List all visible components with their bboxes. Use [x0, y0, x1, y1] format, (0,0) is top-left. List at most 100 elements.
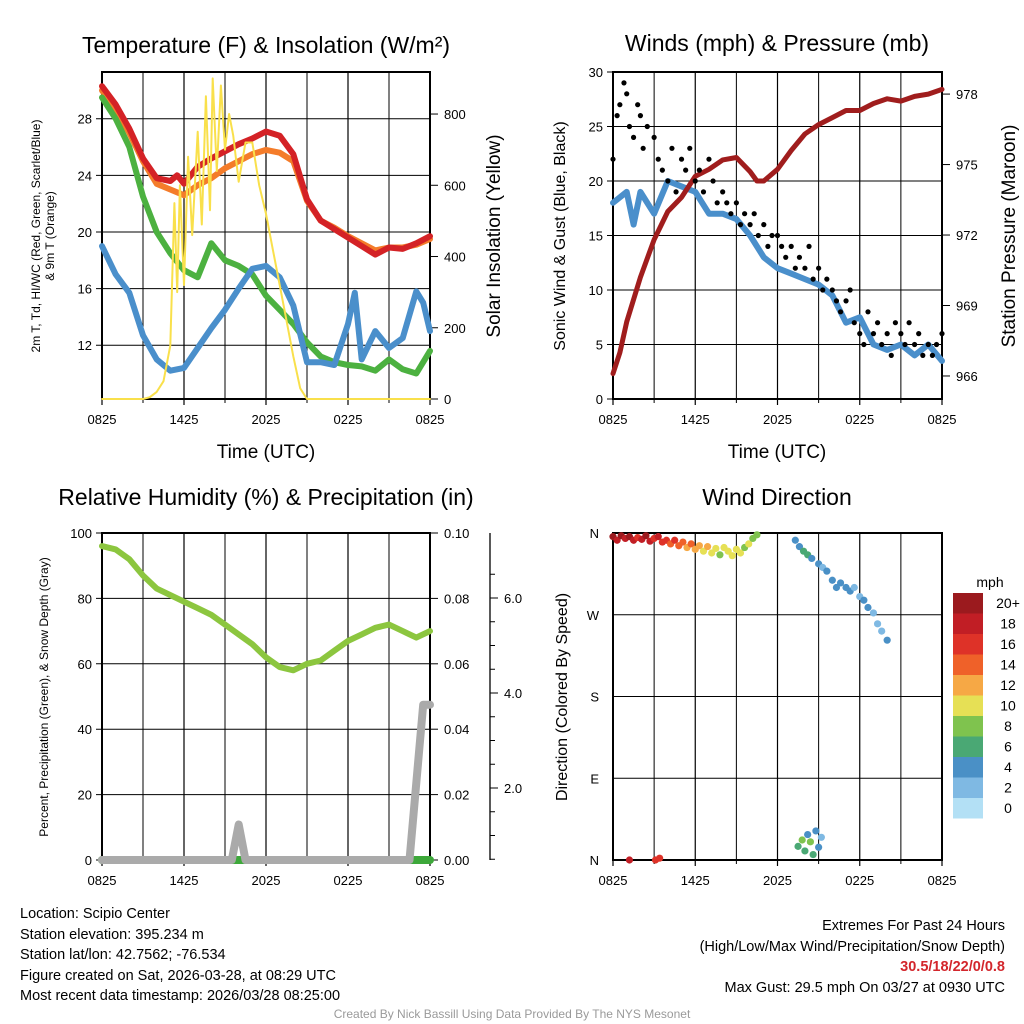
wind-direction-point: [883, 636, 891, 644]
y-tick-label: 40: [78, 722, 92, 737]
legend-label: 8: [1004, 718, 1012, 734]
grid: [607, 71, 950, 405]
y-tick-label: 100: [70, 526, 92, 541]
y2-tick-label: 0: [444, 392, 451, 407]
gust-point: [898, 331, 904, 337]
wind-direction-point: [806, 838, 815, 846]
x-tick-label: 0825: [928, 873, 957, 888]
gust-point: [710, 178, 716, 184]
x-tick-label: 2025: [763, 412, 792, 427]
gust-point: [714, 200, 720, 206]
wind-direction-point: [809, 850, 817, 859]
y-tick-label: 25: [589, 120, 603, 135]
legend-label: 2: [1004, 780, 1012, 796]
gust-point: [747, 222, 753, 228]
legend-swatch: [953, 716, 983, 737]
lat-lon: Station lat/lon: 42.7562; -76.534: [20, 947, 226, 963]
legend-label: 6: [1004, 739, 1012, 755]
legend-swatch: [953, 736, 983, 757]
extremes-title: Extremes For Past 24 Hours: [822, 918, 1005, 934]
y-tick-label: 15: [589, 229, 603, 244]
legend-swatch: [953, 757, 983, 778]
gust-point: [692, 178, 698, 184]
gust-point: [879, 341, 885, 348]
wind-direction-point: [817, 833, 825, 841]
temperature-ylabel-2: & 9m T (Orange): [43, 191, 57, 281]
legend-swatch: [953, 777, 983, 798]
y-tick-label: 0: [85, 853, 92, 868]
gust-point: [700, 189, 707, 195]
gust-point: [829, 287, 835, 293]
recent-timestamp: Most recent data timestamp: 2026/03/28 0…: [20, 988, 341, 1004]
gust-point: [920, 352, 926, 358]
gust-point: [610, 156, 616, 162]
wind-direction-point: [794, 842, 802, 850]
gust-point: [644, 123, 650, 130]
station-info: Location: Scipio Center Station elevatio…: [20, 904, 340, 1007]
y2-tick-label: 969: [956, 299, 978, 314]
y2-tick-label: 978: [956, 87, 978, 102]
legend-swatch: [953, 613, 983, 634]
gust-point: [678, 156, 685, 162]
gust-point: [925, 341, 931, 348]
wind-direction-point: [812, 827, 820, 835]
y2-tick-label: 400: [444, 250, 466, 265]
gust-point: [816, 265, 822, 271]
gust-point: [769, 232, 775, 239]
snow-depth-tick-label: 6.0: [504, 591, 522, 606]
y-tick-label: 20: [78, 225, 92, 240]
wind-direction-point: [804, 830, 812, 839]
legend-label: 10: [1000, 698, 1016, 714]
winds-panel: Winds (mph) & Pressure (mb) Time (UTC) S…: [552, 30, 1020, 463]
9m-t-line: [99, 87, 433, 254]
x-tick-label: 0825: [599, 412, 628, 427]
x-tick-label: 0225: [334, 873, 363, 888]
y-tick-label: S: [590, 690, 599, 705]
grid: [96, 72, 438, 405]
wind-direction-ylabel: Direction (Colored By Speed): [554, 593, 571, 801]
gust-point: [720, 189, 726, 195]
wind-direction-point: [728, 552, 736, 560]
gust-point: [833, 298, 840, 304]
gust-point: [810, 276, 816, 282]
x-tick-label: 0825: [928, 412, 957, 427]
humidity-title: Relative Humidity (%) & Precipitation (i…: [58, 484, 473, 510]
plot-frame: [612, 71, 943, 400]
y-tick-label: 0: [596, 392, 603, 407]
winds-ylabel: Sonic Wind & Gust (Blue, Black): [552, 121, 569, 350]
x-tick-label: 0225: [845, 412, 874, 427]
wind-direction-point: [864, 603, 872, 612]
temperature-panel: Temperature (F) & Insolation (W/m²) Time…: [29, 32, 505, 463]
gust-point: [724, 200, 730, 206]
gust-point: [665, 178, 671, 184]
gust-point: [843, 298, 849, 304]
wind-direction-point: [745, 540, 753, 548]
gust-point: [751, 211, 757, 217]
gust-point: [687, 145, 693, 151]
y2-tick-label: 0.08: [444, 591, 469, 606]
legend-label: 20+: [996, 595, 1020, 611]
gust-point: [824, 276, 830, 282]
gust-point: [888, 352, 894, 358]
x-tick-label: 0825: [416, 873, 445, 888]
y-tick-label: 12: [78, 338, 92, 353]
wind-direction-point: [878, 627, 886, 635]
temperature-xlabel: Time (UTC): [217, 442, 316, 463]
snow-depth-tick-label: 4.0: [504, 686, 522, 701]
y2-tick-label: 0.02: [444, 788, 469, 803]
wind-direction-point: [753, 531, 761, 539]
extremes-info: Extremes For Past 24 Hours (High/Low/Max…: [700, 916, 1005, 998]
pressure-ylabel: Station Pressure (Maroon): [999, 125, 1020, 348]
legend-swatch: [953, 593, 983, 614]
gust-point: [916, 331, 922, 337]
y-tick-label: 80: [78, 591, 92, 606]
x-tick-label: 1425: [681, 873, 710, 888]
gust-point: [874, 320, 881, 326]
gust-point: [659, 167, 665, 173]
legend-label: 4: [1004, 759, 1012, 775]
legend-swatch: [953, 675, 983, 696]
gust-point: [906, 320, 912, 326]
gust-point: [792, 265, 798, 271]
x-tick-label: 0225: [845, 873, 874, 888]
